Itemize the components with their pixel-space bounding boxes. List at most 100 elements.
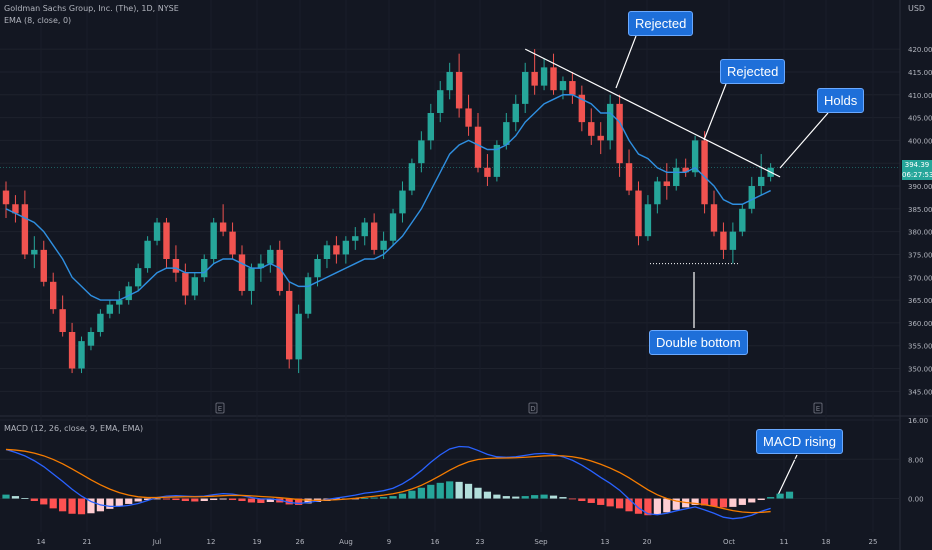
- macd-histogram-bar: [172, 498, 180, 501]
- candle-body: [418, 140, 425, 164]
- candle-body: [710, 204, 718, 232]
- macd-histogram-bar: [634, 498, 643, 514]
- macd-histogram-bar: [748, 498, 756, 503]
- macd-histogram-bar: [370, 497, 378, 499]
- candle-body: [248, 268, 255, 291]
- candle-body: [314, 259, 321, 278]
- macd-histogram-bar: [729, 498, 737, 507]
- y-tick-label: 420.00: [908, 46, 932, 54]
- macd-histogram-bar: [238, 498, 246, 501]
- candle-body: [323, 245, 331, 259]
- candle-body: [286, 290, 293, 360]
- candle-body: [408, 163, 416, 191]
- y-tick-label: 390.00: [908, 183, 932, 191]
- macd-histogram-bar: [408, 490, 416, 499]
- y-tick-label: 400.00: [908, 137, 932, 145]
- x-tick-label: 11: [780, 538, 789, 546]
- macd-histogram-bar: [757, 498, 765, 501]
- x-tick-label: 20: [643, 538, 652, 546]
- x-tick-label: 14: [37, 538, 46, 546]
- candle-body: [59, 309, 66, 332]
- callout-pointer: [777, 454, 798, 496]
- candle-body: [125, 286, 132, 301]
- macd-histogram-bar: [559, 497, 567, 499]
- candle-body: [87, 332, 95, 346]
- candle-body: [210, 222, 217, 259]
- macd-histogram-bar: [2, 494, 10, 499]
- macd-histogram-bar: [285, 498, 293, 505]
- macd-histogram-bar: [512, 496, 520, 499]
- macd-histogram-bar: [106, 498, 114, 509]
- macd-histogram-bar: [153, 498, 161, 500]
- candle-body: [116, 300, 123, 305]
- macd-histogram-bar: [144, 498, 152, 501]
- macd-histogram-bar: [738, 498, 746, 505]
- macd-histogram-bar: [531, 495, 539, 499]
- macd-histogram-bar: [125, 498, 133, 504]
- macd-histogram-bar: [767, 497, 775, 499]
- candle-body: [663, 181, 670, 186]
- callout-rejected-2: Rejected: [720, 59, 786, 84]
- x-tick-label: Oct: [723, 538, 735, 546]
- event-marker-label: D: [530, 405, 535, 413]
- countdown: 06:27:53: [902, 171, 932, 179]
- candle-body: [50, 281, 57, 310]
- macd-histogram-bar: [710, 498, 718, 507]
- macd-histogram-bar: [40, 498, 48, 505]
- macd-histogram-bar: [502, 496, 510, 499]
- macd-histogram-bar: [68, 498, 76, 514]
- candle-body: [153, 222, 161, 241]
- candle-body: [691, 140, 699, 173]
- macd-histogram-bar: [521, 496, 529, 499]
- candle-body: [654, 181, 661, 205]
- macd-histogram-bar: [304, 498, 312, 504]
- macd-histogram-bar: [653, 498, 661, 515]
- candle-body: [352, 236, 359, 241]
- macd-y-tick-label: 0.00: [908, 496, 924, 504]
- y-tick-label: 355.00: [908, 343, 932, 351]
- candle-body: [78, 341, 85, 369]
- event-marker: [813, 402, 823, 414]
- macd-histogram-bar: [134, 498, 142, 502]
- candle-body: [474, 126, 482, 168]
- candle-body: [380, 240, 387, 250]
- x-tick-label: 26: [296, 538, 305, 546]
- ema-legend: EMA (8, close, 0): [4, 16, 72, 25]
- macd-histogram-bar: [295, 498, 303, 505]
- candle-body: [238, 254, 246, 291]
- macd-histogram-bar: [644, 498, 652, 516]
- callout-pointer: [779, 112, 829, 169]
- x-tick-label: 19: [253, 538, 262, 546]
- candle-body: [729, 231, 737, 250]
- macd-histogram-bar: [427, 484, 435, 499]
- y-tick-label: 385.00: [908, 206, 932, 214]
- candle-body: [503, 122, 510, 145]
- x-tick-label: 16: [431, 538, 440, 546]
- macd-histogram-bar: [30, 498, 38, 501]
- macd-histogram-bar: [606, 498, 614, 507]
- macd-histogram-bar: [21, 498, 29, 499]
- candle-body: [569, 81, 576, 95]
- candle-body: [163, 222, 170, 259]
- candle-body: [304, 277, 312, 314]
- macd-histogram-bar: [181, 498, 189, 501]
- callout-rejected-1: Rejected: [628, 11, 694, 36]
- macd-histogram-bar: [578, 498, 586, 501]
- candle-body: [606, 103, 614, 141]
- macd-histogram-bar: [446, 481, 454, 499]
- callout-holds: Holds: [817, 88, 865, 113]
- candle-body: [739, 208, 746, 232]
- macd-histogram-bar: [87, 498, 95, 514]
- callout-pointer: [615, 35, 637, 89]
- macd-histogram-bar: [49, 498, 57, 509]
- candle-body: [625, 163, 633, 191]
- candle-body: [531, 71, 538, 86]
- resistance-trendline: [524, 48, 781, 178]
- y-tick-label: 405.00: [908, 115, 932, 123]
- macd-histogram-bar: [257, 498, 265, 503]
- macd-histogram-bar: [700, 498, 709, 506]
- x-tick-label: Aug: [339, 538, 353, 546]
- candle-body: [446, 71, 453, 91]
- candle-body: [427, 113, 434, 141]
